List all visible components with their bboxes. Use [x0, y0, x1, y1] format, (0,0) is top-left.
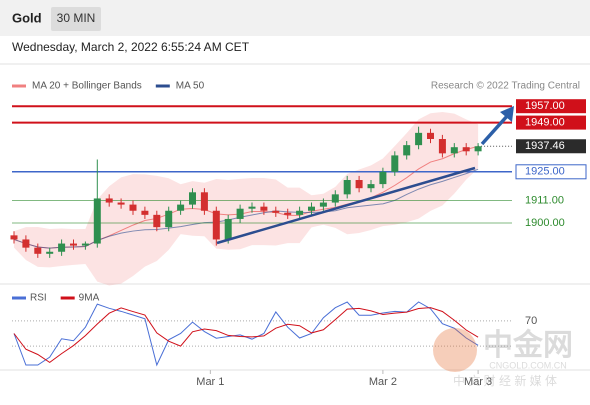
candle-body	[403, 145, 411, 156]
candle-body	[153, 214, 161, 228]
candle-body	[129, 204, 137, 211]
x-tick-label: Mar 3	[464, 376, 492, 388]
candle-body	[355, 180, 363, 189]
watermark-slogan: 中 文 财 经 新 媒 体	[453, 373, 557, 388]
rsi-tick-label: 70	[525, 315, 537, 327]
candle-body	[450, 147, 458, 154]
candle-body	[331, 194, 339, 203]
candle-body	[391, 155, 399, 172]
legend-label: MA 20 + Bollinger Bands	[32, 81, 142, 92]
arrow-shaft	[480, 113, 510, 146]
candle-body	[177, 204, 185, 211]
arrow-head	[500, 106, 514, 122]
level-label: 1957.00	[525, 100, 565, 112]
legend-label: RSI	[30, 293, 47, 304]
candle-body	[10, 235, 18, 240]
candle-body	[427, 132, 434, 139]
candle-body	[343, 180, 351, 195]
legend-label: MA 50	[176, 81, 205, 92]
level-label: 1925.00	[525, 166, 565, 178]
level-label: 1949.00	[525, 117, 565, 129]
candle-body	[141, 210, 149, 215]
instrument: Gold	[12, 10, 42, 25]
candle-body	[272, 210, 280, 213]
candle-body	[105, 198, 113, 203]
x-tick-label: Mar 2	[369, 376, 397, 388]
candle-body	[319, 202, 327, 207]
ma-line	[13, 168, 479, 249]
candle-body	[200, 192, 208, 211]
candle-body	[379, 171, 387, 185]
level-box	[516, 99, 586, 114]
candle-body	[212, 210, 220, 240]
candle-body	[462, 147, 470, 152]
level-label: 1911.00	[525, 194, 564, 206]
level-box	[515, 164, 587, 180]
candle-body	[284, 212, 292, 215]
source: Research © 2022 Trading Central	[431, 81, 580, 92]
candle-body	[438, 139, 446, 154]
candle-body	[34, 247, 42, 254]
x-tick-label: Mar 1	[196, 376, 224, 388]
candle-body	[93, 198, 101, 244]
candle-body	[70, 243, 77, 246]
watermark: 中金网 CNGOLD.COM.CN 中 文 财 经 新 媒 体	[433, 328, 573, 388]
candle-body	[189, 192, 196, 205]
watermark-logo	[433, 328, 477, 372]
trendline	[216, 166, 476, 245]
datetime: Wednesday, March 2, 2022 6:55:24 AM CET	[12, 40, 250, 54]
candle-body	[236, 208, 244, 219]
candle-body	[474, 146, 482, 152]
level-label: 1900.00	[525, 217, 565, 229]
candle-body	[58, 243, 66, 252]
watermark-domain: CNGOLD.COM.CN	[489, 360, 567, 370]
candle-body	[22, 239, 30, 248]
candle-body	[224, 218, 232, 240]
watermark-brand: 中金网	[483, 328, 573, 362]
interval-box	[51, 7, 101, 31]
legend-label: 9MA	[79, 293, 100, 304]
candle-body	[367, 184, 375, 189]
level-box	[516, 115, 586, 130]
candle-body	[117, 202, 125, 205]
level-label: 1937.46	[525, 140, 565, 152]
candle-body	[415, 132, 423, 146]
rsi-ma-line	[13, 307, 479, 363]
candle-body	[46, 251, 54, 254]
bollinger-band	[14, 112, 479, 286]
candle-body	[248, 206, 256, 209]
candle-body	[260, 206, 268, 211]
level-box	[516, 139, 586, 154]
candle-body	[81, 243, 89, 246]
candle-body	[296, 210, 304, 215]
candle-body	[308, 206, 315, 211]
interval[interactable]: 30 MIN	[57, 11, 96, 25]
candle-body	[165, 210, 173, 228]
